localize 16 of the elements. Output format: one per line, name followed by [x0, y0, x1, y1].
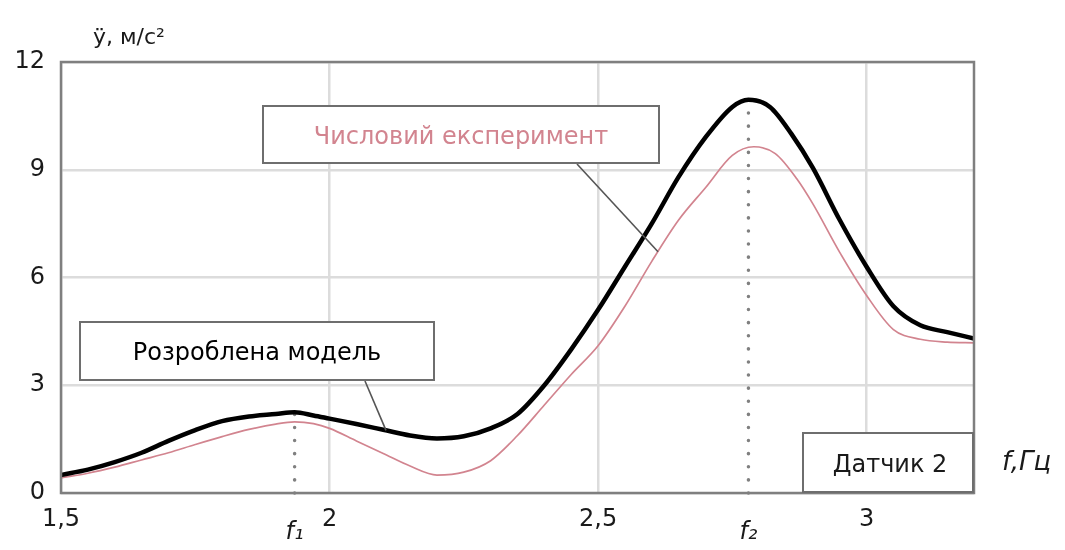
y-tick-label: 9 [29, 153, 45, 182]
y-tick-label: 12 [14, 46, 45, 75]
y-axis-title: ÿ, м/с² [93, 23, 165, 49]
y-tick-label: 0 [29, 477, 45, 506]
x-tick-label: 2 [321, 503, 338, 532]
text: Числовий експеримент [313, 121, 609, 150]
ref-line-label: f₁ [285, 517, 304, 546]
annotation: Датчик 2 [832, 449, 948, 478]
text: Розроблена модель [132, 338, 382, 366]
x-tick-label: 2,5 [578, 503, 618, 532]
x-tick-label: 1,5 [41, 503, 81, 532]
x-tick-label: 3 [858, 503, 875, 532]
y-tick-label: 6 [29, 261, 45, 290]
ref-line-label: f₂ [739, 517, 758, 546]
y-tick-label: 3 [29, 369, 45, 398]
x-axis-title: f,Гц [1002, 445, 1052, 476]
